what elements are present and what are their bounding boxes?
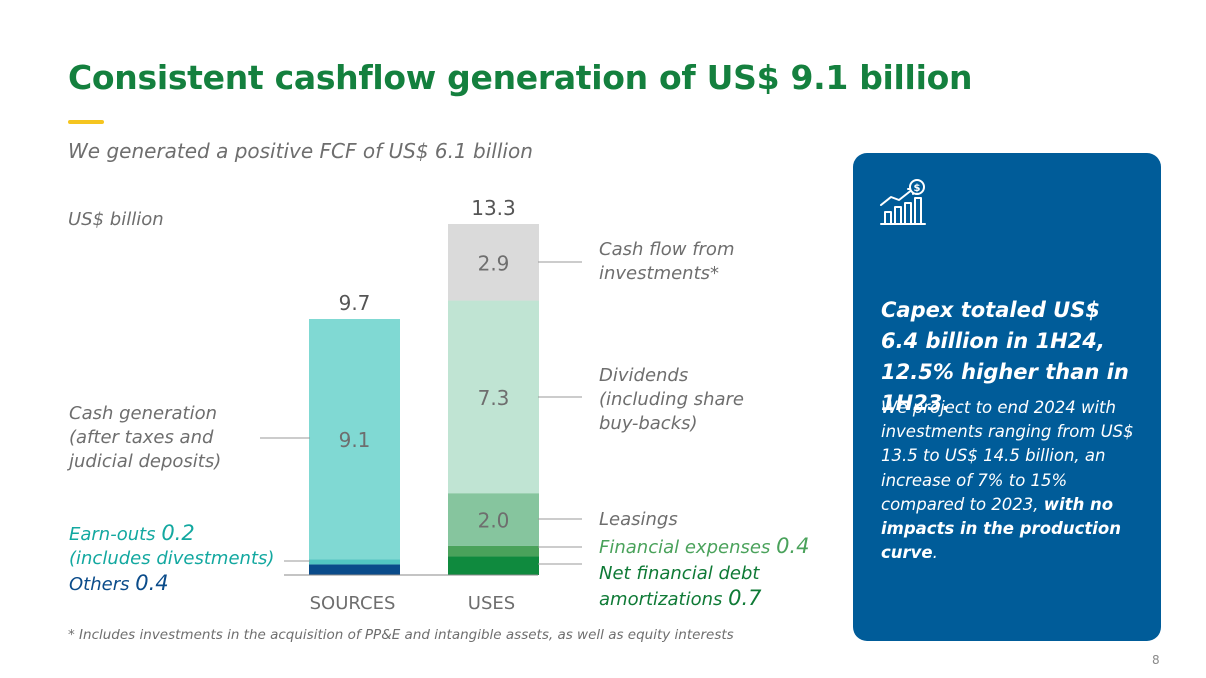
bar-segment-financial-expenses <box>448 545 539 557</box>
bar-segment-net-financial-debt-amortizations <box>448 556 539 575</box>
data-label-leasings: 2.0 <box>478 509 510 533</box>
bar-segment-leasings <box>448 493 539 546</box>
category-label-sources: SOURCES <box>310 593 396 614</box>
label-net-financial-debt: Net financial debt amortizations 0.7 <box>599 563 762 610</box>
data-label-dividends-including-share-buy-backs: 7.3 <box>478 386 510 410</box>
bars-layer <box>309 224 539 575</box>
page-title: Consistent cashflow generation of US$ 9.… <box>68 58 973 97</box>
labels-layer: 9.1 2.0 7.3 2.9 9.7 SOURCES 13.3 USES <box>310 196 516 614</box>
data-label-cash-generation-after-taxes-and-judicial-deposits: 9.1 <box>339 428 371 452</box>
bar-segment-dividends-including-share-buy-backs <box>448 300 539 494</box>
label-financial-expenses: Financial expenses 0.4 <box>599 534 810 558</box>
panel-body-text: We project to end 2024 with investments … <box>881 398 1134 514</box>
leader-lines <box>260 261 582 565</box>
category-label-uses: USES <box>468 593 515 614</box>
bar-segment-earn-outs-includes-divestments <box>309 559 400 565</box>
label-cash-generation: Cash generation (after taxes and judicia… <box>69 403 222 472</box>
page-number: 8 <box>1152 653 1160 667</box>
bar-segment-others <box>309 564 400 575</box>
panel-body-bold: with no impacts in the production curve <box>881 494 1121 563</box>
label-others: Others 0.4 <box>69 571 169 595</box>
label-earn-outs: Earn-outs 0.2 <box>69 521 195 545</box>
data-label-cash-flow-from-investments: 2.9 <box>478 251 510 275</box>
total-label-uses: 13.3 <box>471 196 516 220</box>
title-accent-line <box>68 120 104 124</box>
total-label-sources: 9.7 <box>339 291 371 315</box>
capex-info-panel: $ Capex totaled US$ 6.4 billion in 1H24,… <box>853 153 1161 641</box>
bar-segment-cash-generation-after-taxes-and-judicial-deposits <box>309 319 400 560</box>
svg-text:$: $ <box>914 183 921 194</box>
bar-segment-cash-flow-from-investments <box>448 224 539 301</box>
panel-headline: Capex totaled US$ 6.4 billion in 1H24, 1… <box>881 298 1129 415</box>
label-cash-flow-investments: Cash flow from investments* <box>599 239 735 284</box>
footnote: * Includes investments in the acquisitio… <box>68 627 734 643</box>
unit-label: US$ billion <box>68 209 164 230</box>
label-earn-outs-note: (includes divestments) <box>69 548 275 569</box>
panel-body: We project to end 2024 with investments … <box>881 396 1143 565</box>
label-dividends: Dividends (including share buy-backs) <box>599 365 745 434</box>
label-leasings: Leasings <box>599 509 678 530</box>
panel-body-end: . <box>932 543 938 563</box>
subtitle: We generated a positive FCF of US$ 6.1 b… <box>68 139 533 163</box>
growth-chart-dollar-icon: $ <box>880 179 926 225</box>
